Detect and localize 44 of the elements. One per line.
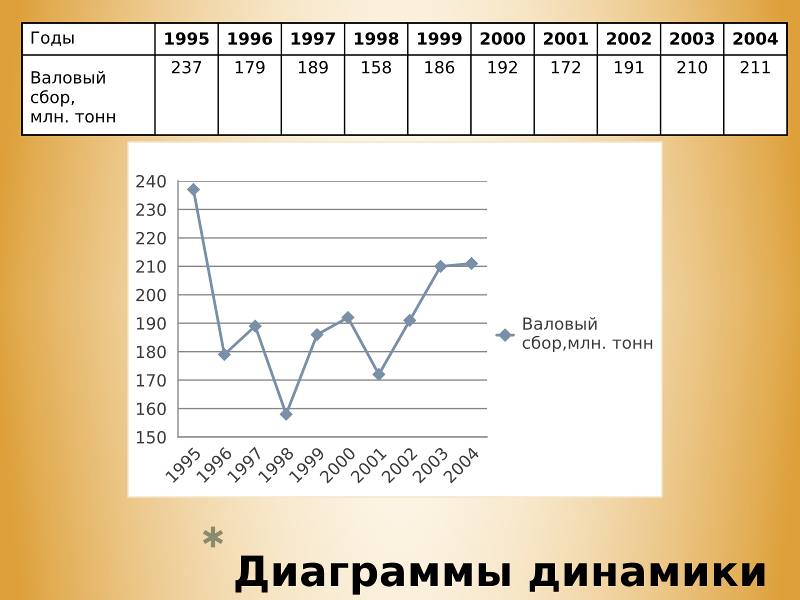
point [434, 260, 448, 273]
point [218, 348, 231, 361]
data-label: 191 [614, 60, 644, 74]
data-label: 189 [298, 60, 328, 74]
data-label: 237 [172, 60, 202, 74]
x-tick-label: 1996 [228, 32, 272, 45]
point [248, 320, 262, 332]
data-label: 192 [488, 60, 517, 74]
point [187, 183, 200, 196]
point [280, 408, 293, 421]
x-tick-label: 2002 [607, 32, 651, 45]
x-tick-label: 1999 [418, 32, 462, 45]
y-tick-label: 200 [136, 288, 166, 302]
y-tick-label: 160 [136, 402, 166, 416]
y-tick-label: 220 [136, 232, 166, 244]
data-label: 158 [362, 60, 391, 74]
x-tick-label: 2001 [544, 32, 588, 45]
data-label: 172 [552, 60, 580, 74]
y-tick-label: 180 [136, 346, 166, 358]
x-axis-title: Годы [32, 31, 74, 46]
y-tick-label: 170 [136, 374, 166, 387]
text: Диаграммы динамики [236, 556, 764, 595]
legend-label: Валовый сбор,млн. тонн [522, 317, 652, 352]
point [372, 368, 386, 381]
data-label: 211 [740, 60, 770, 74]
point [403, 314, 416, 327]
data-label: 179 [236, 60, 265, 74]
data-label: 210 [678, 60, 707, 74]
x-tick-label: 1997 [292, 32, 335, 45]
x-tick-label: 1995 [165, 32, 209, 45]
y-tick-label: Валовый сбор, млн. тонн [30, 70, 115, 123]
point [342, 311, 354, 324]
y-tick-label: 230 [136, 203, 166, 216]
point [465, 257, 478, 270]
y-tick-label: 240 [136, 174, 166, 188]
y-tick-label: 190 [136, 317, 166, 330]
x-tick-label: 2004 [734, 32, 778, 45]
data-label: 186 [425, 60, 454, 74]
y-tick-label: 210 [136, 260, 166, 273]
x-tick-label: 2000 [480, 32, 525, 45]
x-tick-label: 2003 [670, 32, 714, 45]
y-tick-label: 150 [136, 430, 166, 444]
x-tick-label: 1998 [354, 32, 398, 45]
point [310, 328, 324, 342]
